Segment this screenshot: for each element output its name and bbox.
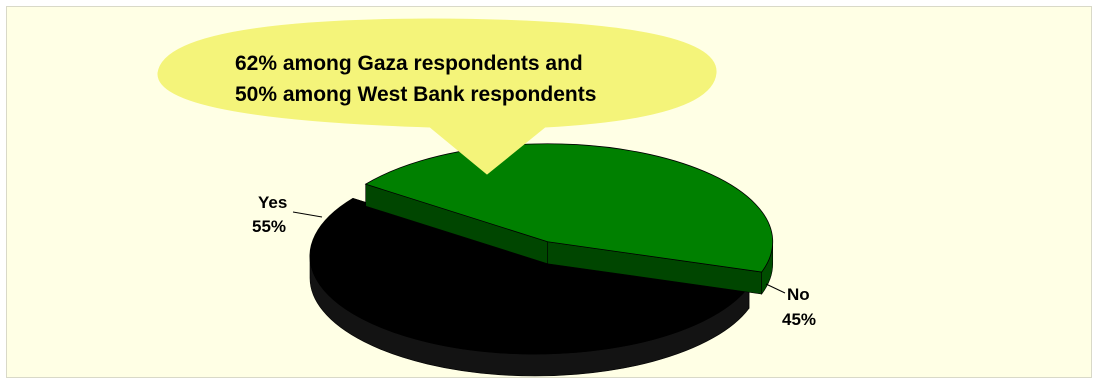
callout-bubble bbox=[157, 18, 717, 175]
slice-value-no: 45% bbox=[782, 310, 816, 329]
callout-line-2: 50% among West Bank respondents bbox=[235, 83, 596, 106]
leader-line-yes bbox=[292, 211, 323, 218]
slice-label-no: No bbox=[787, 285, 810, 304]
slice-no bbox=[364, 143, 774, 273]
callout-line-1: 62% among Gaza respondents and bbox=[235, 52, 583, 75]
slices-layer bbox=[309, 143, 774, 377]
slice-label-yes: Yes bbox=[258, 193, 287, 212]
leader-line-no bbox=[765, 283, 786, 294]
slice-yes bbox=[309, 197, 750, 355]
slice-value-yes: 55% bbox=[252, 217, 286, 236]
